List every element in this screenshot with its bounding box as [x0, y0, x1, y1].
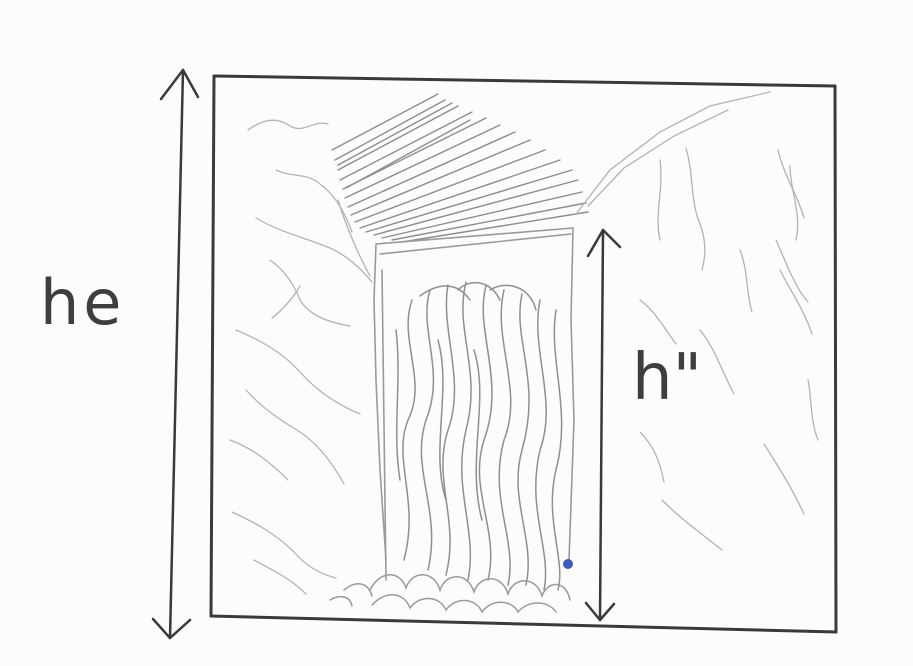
fall-height-arrow [584, 228, 622, 622]
hatched-ridge [331, 93, 589, 243]
water-strands [395, 281, 563, 591]
left-rock-contours [229, 119, 373, 595]
splash-pool [329, 574, 571, 614]
frame-rectangle [209, 74, 838, 634]
total-height-label: he [40, 266, 126, 339]
right-rock-contours [575, 91, 819, 551]
fall-height-label: h" [632, 341, 702, 415]
waterfall-column [373, 227, 575, 581]
total-height-arrow [151, 68, 200, 640]
ink-dot [563, 559, 573, 569]
